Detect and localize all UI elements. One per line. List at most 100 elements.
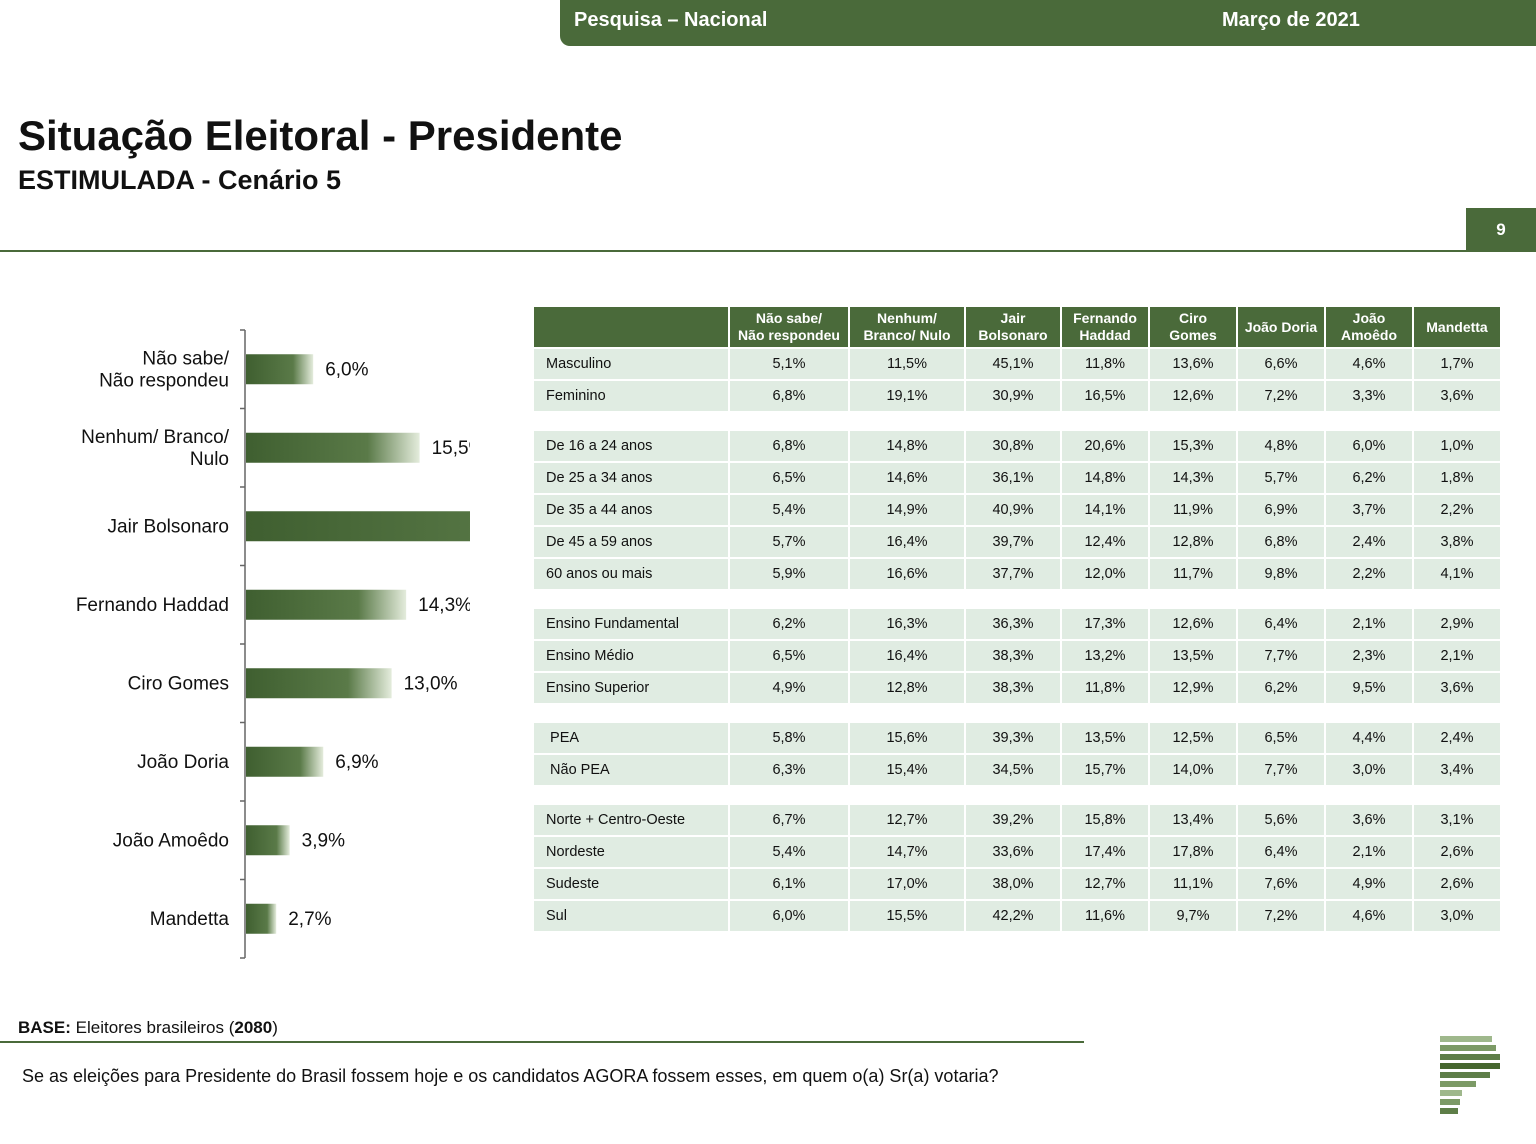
page-number: 9	[1466, 208, 1536, 250]
table-cell: 5,8%	[730, 723, 848, 753]
table-cell: 2,1%	[1326, 837, 1412, 867]
table-cell: 36,1%	[966, 463, 1060, 493]
table-cell: 12,8%	[850, 673, 964, 703]
row-label: De 35 a 44 anos	[534, 495, 728, 525]
category-label: Não respondeu	[99, 370, 229, 391]
header-bar: Pesquisa – Nacional Março de 2021	[560, 0, 1536, 46]
table-cell: 7,7%	[1238, 755, 1324, 785]
table-row: Feminino 6,8% 19,1% 30,9% 16,5% 12,6% 7,2% 3,3%…	[534, 381, 1500, 411]
table-cell: 6,4%	[1238, 609, 1324, 639]
table-cell: 7,2%	[1238, 901, 1324, 931]
table-cell: 12,7%	[1062, 869, 1148, 899]
table-cell: 16,3%	[850, 609, 964, 639]
table-cell: 7,6%	[1238, 869, 1324, 899]
table-cell: 11,9%	[1150, 495, 1236, 525]
table-row: De 16 a 24 anos 6,8% 14,8% 30,8% 20,6% 15,3% 4…	[534, 431, 1500, 461]
table-cell: 30,8%	[966, 431, 1060, 461]
table-cell: 4,6%	[1326, 349, 1412, 379]
table-cell: 12,7%	[850, 805, 964, 835]
table-cell: 17,0%	[850, 869, 964, 899]
table-cell: 12,6%	[1150, 609, 1236, 639]
spacer-cell	[534, 413, 1500, 429]
table-cell: 7,7%	[1238, 641, 1324, 671]
table-cell: 4,1%	[1414, 559, 1500, 589]
table-row: Sul 6,0% 15,5% 42,2% 11,6% 9,7% 7,2% 4,6% 3,0%	[534, 901, 1500, 931]
table-row: PEA 5,8% 15,6% 39,3% 13,5% 12,5% 6,5% 4,4% 2,4%	[534, 723, 1500, 753]
table-cell: 20,6%	[1062, 431, 1148, 461]
table-cell: 3,4%	[1414, 755, 1500, 785]
table-cell: 6,1%	[730, 869, 848, 899]
base-note: BASE: Eleitores brasileiros (2080)	[18, 1018, 278, 1037]
table-cell: 30,9%	[966, 381, 1060, 411]
column-header: Não sabe/Não respondeu	[730, 307, 848, 347]
table-cell: 6,5%	[730, 463, 848, 493]
column-header: João Amoêdo	[1326, 307, 1412, 347]
column-header: Fernando Haddad	[1062, 307, 1148, 347]
table-cell: 16,4%	[850, 641, 964, 671]
table-cell: 6,0%	[1326, 431, 1412, 461]
table-cell: 5,6%	[1238, 805, 1324, 835]
table-cell: 2,4%	[1414, 723, 1500, 753]
table-cell: 2,2%	[1326, 559, 1412, 589]
table-cell: 6,7%	[730, 805, 848, 835]
table-cell: 4,4%	[1326, 723, 1412, 753]
bar-stack-logo-icon	[1440, 1036, 1500, 1114]
bar-chart: 6,0% Não sabe/Não respondeu 15,5% Nenhum/ B…	[76, 329, 470, 959]
header-corner	[534, 307, 728, 347]
table-cell: 15,4%	[850, 755, 964, 785]
table-cell: 6,0%	[730, 901, 848, 931]
bar	[246, 432, 420, 463]
spacer-cell	[534, 705, 1500, 721]
table-cell: 3,0%	[1414, 901, 1500, 931]
table-cell: 38,3%	[966, 641, 1060, 671]
table-cell: 13,4%	[1150, 805, 1236, 835]
table-header-row: Não sabe/Não respondeu Nenhum/Branco/ Nul…	[534, 307, 1500, 347]
base-label: BASE:	[18, 1018, 71, 1037]
category-label: Mandetta	[150, 909, 230, 930]
column-header: João Doria	[1238, 307, 1324, 347]
table-cell: 6,5%	[1238, 723, 1324, 753]
crosstab-table: Não sabe/Não respondeu Nenhum/Branco/ Nul…	[532, 305, 1502, 933]
page-subtitle: ESTIMULADA - Cenário 5	[18, 165, 342, 195]
table-cell: 15,8%	[1062, 805, 1148, 835]
table-cell: 14,7%	[850, 837, 964, 867]
table-cell: 6,2%	[1238, 673, 1324, 703]
table-cell: 38,0%	[966, 869, 1060, 899]
table-cell: 7,2%	[1238, 381, 1324, 411]
table-cell: 5,9%	[730, 559, 848, 589]
bar	[246, 746, 324, 777]
table-cell: 39,3%	[966, 723, 1060, 753]
table-cell: 19,1%	[850, 381, 964, 411]
data-label: 6,9%	[335, 752, 378, 773]
table-cell: 14,0%	[1150, 755, 1236, 785]
table-cell: 34,5%	[966, 755, 1060, 785]
bar	[246, 511, 470, 542]
table-cell: 6,4%	[1238, 837, 1324, 867]
category-label: Não sabe/	[142, 348, 229, 369]
table-cell: 6,9%	[1238, 495, 1324, 525]
table-cell: 15,7%	[1062, 755, 1148, 785]
table-cell: 11,8%	[1062, 349, 1148, 379]
table-cell: 1,0%	[1414, 431, 1500, 461]
table-cell: 38,3%	[966, 673, 1060, 703]
table-cell: 15,5%	[850, 901, 964, 931]
bar	[246, 825, 290, 856]
table-cell: 13,6%	[1150, 349, 1236, 379]
table-cell: 39,2%	[966, 805, 1060, 835]
table-cell: 17,3%	[1062, 609, 1148, 639]
category-label: João Amoêdo	[113, 830, 229, 851]
table-cell: 36,3%	[966, 609, 1060, 639]
table-row: Nordeste 5,4% 14,7% 33,6% 17,4% 17,8% 6,4% 2,1%…	[534, 837, 1500, 867]
page-title: Situação Eleitoral - Presidente	[18, 112, 623, 159]
table-cell: 17,4%	[1062, 837, 1148, 867]
table-cell: 1,7%	[1414, 349, 1500, 379]
row-label: Ensino Fundamental	[534, 609, 728, 639]
table-cell: 11,6%	[1062, 901, 1148, 931]
table-cell: 12,9%	[1150, 673, 1236, 703]
table-cell: 12,8%	[1150, 527, 1236, 557]
table-cell: 42,2%	[966, 901, 1060, 931]
table-cell: 4,8%	[1238, 431, 1324, 461]
table-cell: 13,5%	[1062, 723, 1148, 753]
table-cell: 5,7%	[730, 527, 848, 557]
survey-name: Pesquisa – Nacional	[574, 9, 768, 31]
